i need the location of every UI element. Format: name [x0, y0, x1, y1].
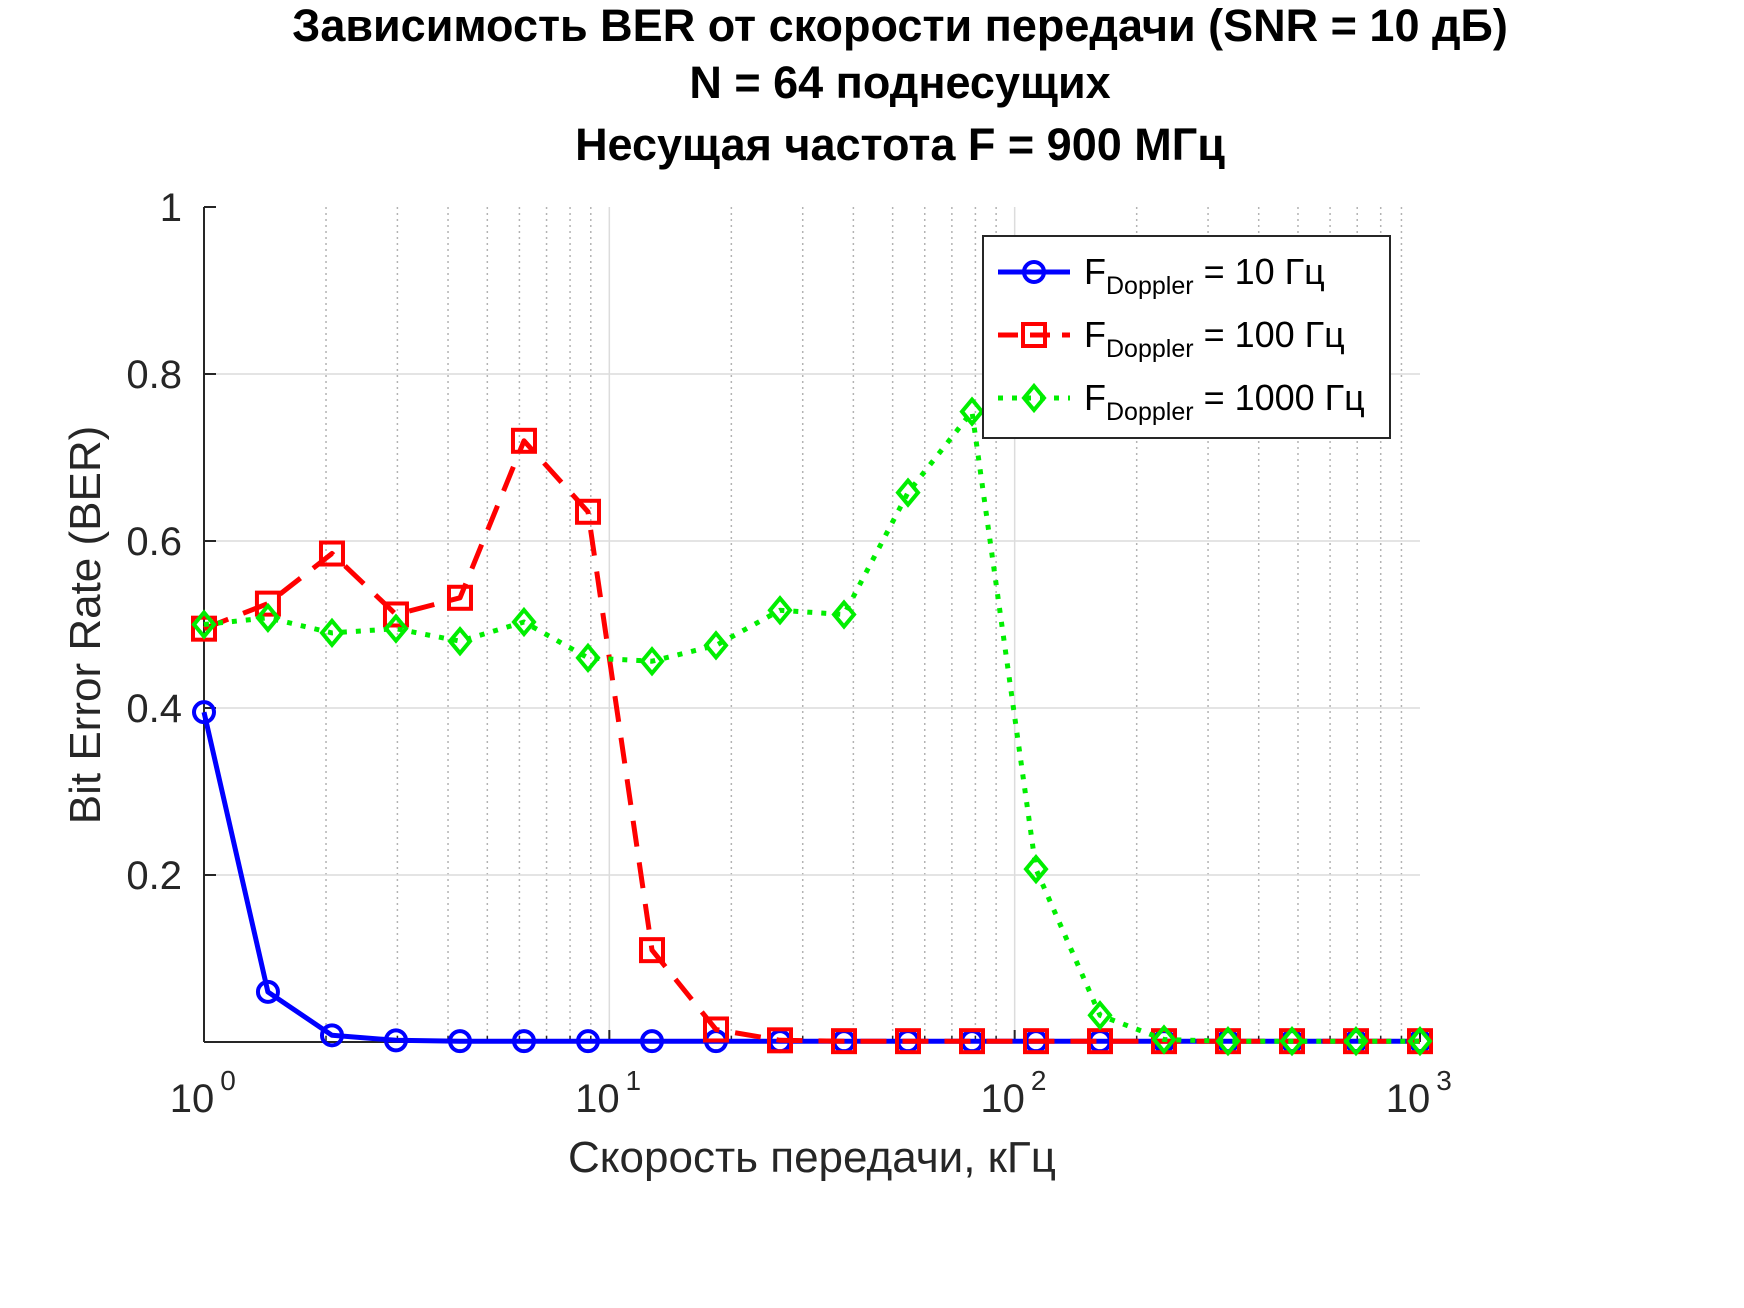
- data-point: [1343, 1026, 1369, 1057]
- data-point: [446, 584, 473, 611]
- x-tick-label-base: 10: [170, 1077, 215, 1121]
- chart-title-line-1: Зависимость BER от скорости передачи (SN…: [292, 0, 1508, 51]
- legend-item: FDoppler = 10 Гц: [998, 251, 1325, 300]
- x-tick-label-exponent: 0: [220, 1065, 236, 1096]
- data-point: [254, 590, 281, 617]
- x-tick-label-exponent: 2: [1031, 1065, 1047, 1096]
- series-line: [203, 409, 1420, 1044]
- legend-marker: [1021, 322, 1047, 348]
- legend-item: FDoppler = 100 Гц: [998, 314, 1345, 363]
- legend-label: FDoppler = 10 Гц: [1084, 251, 1325, 300]
- series-layer: [191, 396, 1433, 1057]
- y-tick-label: 0.2: [126, 854, 182, 898]
- data-point: [767, 595, 793, 626]
- data-point: [1023, 1028, 1050, 1055]
- series-line: [201, 711, 1420, 1044]
- data-point: [191, 609, 217, 640]
- series-1: [192, 700, 1432, 1054]
- data-point: [255, 602, 281, 633]
- series-line: [203, 438, 1420, 1044]
- series-3: [191, 396, 1433, 1057]
- data-point: [1023, 854, 1049, 885]
- legend-marker: [1021, 382, 1047, 414]
- x-tick-label-exponent: 3: [1436, 1065, 1452, 1096]
- data-point: [959, 1028, 985, 1055]
- data-point: [447, 626, 473, 657]
- data-point: [831, 599, 857, 630]
- data-point: [191, 615, 217, 642]
- data-point: [703, 1016, 730, 1043]
- legend-label: FDoppler = 100 Гц: [1084, 314, 1345, 363]
- x-axis-label: Скорость передачи, кГц: [568, 1133, 1056, 1182]
- data-point: [1151, 1024, 1177, 1055]
- data-point: [639, 937, 666, 964]
- legend-marker: [1022, 260, 1046, 284]
- x-tick-label-base: 10: [980, 1077, 1025, 1121]
- data-point: [318, 540, 345, 567]
- x-tick-label-base: 10: [575, 1077, 620, 1121]
- x-tick-label-exponent: 1: [626, 1065, 642, 1096]
- x-tick-label: 10 1: [575, 1065, 641, 1121]
- data-point: [1407, 1026, 1433, 1057]
- data-point: [767, 1027, 794, 1054]
- data-point: [382, 601, 409, 628]
- data-point: [1215, 1026, 1241, 1057]
- y-tick-label: 1: [160, 186, 182, 230]
- x-tick-label: 10 3: [1386, 1065, 1452, 1121]
- x-tick-label: 10 0: [170, 1065, 236, 1121]
- data-point: [255, 979, 280, 1004]
- legend: FDoppler = 10 Гц FDoppler = 100 Гц FDopple…: [982, 235, 1391, 439]
- x-tick-label: 10 2: [980, 1065, 1046, 1121]
- legend-item: FDoppler = 1000 Гц: [998, 377, 1365, 426]
- y-tick-label: 0.8: [126, 353, 182, 397]
- data-point: [319, 1023, 344, 1048]
- data-point: [831, 1028, 858, 1055]
- data-point: [576, 1029, 601, 1054]
- data-point: [895, 477, 921, 508]
- data-point: [640, 1029, 665, 1054]
- chart-title-line-3: Несущая частота F = 900 МГц: [575, 119, 1225, 170]
- data-point: [639, 646, 665, 677]
- data-point: [1279, 1026, 1305, 1057]
- y-tick-label: 0.6: [126, 520, 182, 564]
- data-point: [447, 1029, 472, 1054]
- x-tick-label-base: 10: [1386, 1077, 1431, 1121]
- series-2: [191, 427, 1433, 1055]
- data-point: [511, 606, 537, 638]
- data-point: [703, 630, 729, 661]
- data-point: [575, 642, 601, 674]
- data-point: [383, 1028, 408, 1053]
- chart-title-line-2: N = 64 поднесущих: [689, 57, 1111, 108]
- data-point: [192, 700, 216, 725]
- data-point: [575, 498, 602, 525]
- y-tick-label: 0.4: [126, 687, 182, 731]
- data-point: [1087, 1000, 1113, 1031]
- data-point: [510, 427, 537, 454]
- data-point: [959, 396, 985, 427]
- data-point: [895, 1028, 922, 1055]
- data-point: [319, 617, 345, 648]
- data-point: [511, 1029, 536, 1054]
- legend-label: FDoppler = 1000 Гц: [1084, 377, 1365, 426]
- y-axis-label: Bit Error Rate (BER): [61, 426, 110, 825]
- data-point: [383, 613, 409, 644]
